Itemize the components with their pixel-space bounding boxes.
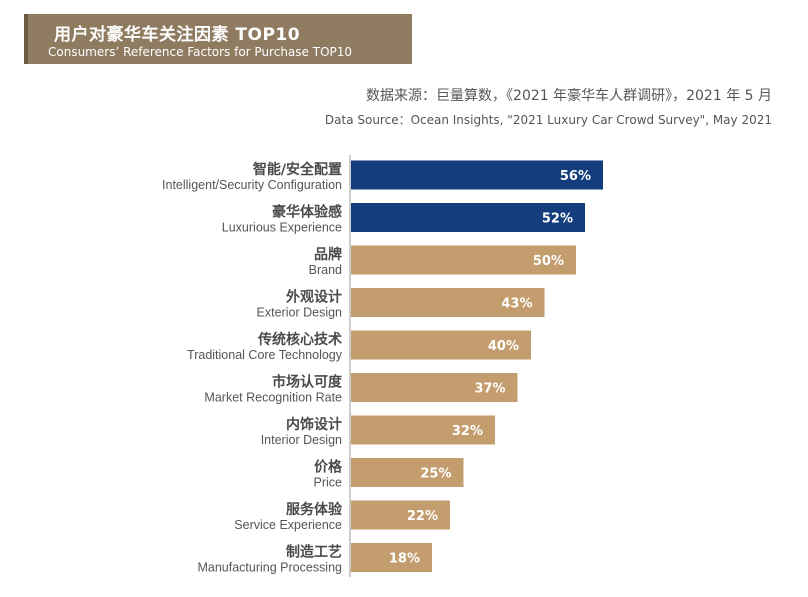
bar (351, 543, 432, 572)
category-label-en: Brand (309, 263, 342, 277)
chart-title: 用户对豪华车关注因素 TOP10 (54, 25, 301, 45)
bar (351, 245, 576, 275)
bar-value-label: 50% (533, 254, 564, 269)
bar-value-label: 32% (452, 424, 483, 439)
category-label-en: Market Recognition Rate (204, 391, 342, 405)
category-label-cn: 价格 (314, 459, 343, 476)
bar (351, 458, 464, 487)
chart-subtitle: Consumers’ Reference Factors for Purchas… (48, 45, 353, 59)
category-label-en: Interior Design (261, 433, 342, 447)
category-label-en: Traditional Core Technology (187, 348, 343, 362)
category-label-en: Price (314, 476, 343, 490)
bar-value-label: 43% (501, 297, 532, 312)
category-label-cn: 内饰设计 (286, 416, 342, 433)
bar (351, 160, 603, 190)
bar-value-label: 40% (488, 339, 519, 354)
category-label-cn: 外观设计 (286, 289, 342, 306)
bar (351, 373, 518, 402)
bar (351, 330, 531, 360)
bar (351, 288, 545, 317)
bar-value-label: 22% (407, 509, 438, 524)
header-banner: 用户对豪华车关注因素 TOP10 Consumers’ Reference Fa… (24, 14, 412, 64)
category-label-cn: 制造工艺 (286, 544, 342, 561)
bar (351, 203, 585, 232)
bar (351, 500, 450, 530)
category-label-cn: 服务体验 (286, 501, 343, 518)
data-source-en: Data Source：Ocean Insights, "2021 Luxury… (324, 113, 772, 127)
category-label-en: Manufacturing Processing (197, 561, 342, 575)
category-label-cn: 市场认可度 (272, 374, 343, 391)
category-label-en: Exterior Design (257, 306, 342, 320)
data-source-cn: 数据来源：巨量算数，《2021 年豪华车人群调研》，2021 年 5 月 (366, 88, 772, 104)
bar-value-label: 18% (389, 552, 420, 567)
category-label-cn: 智能/安全配置 (252, 161, 342, 178)
category-label-en: Intelligent/Security Configuration (162, 178, 342, 192)
bar-value-label: 56% (560, 169, 591, 184)
bar-value-label: 25% (420, 467, 451, 482)
bar-value-label: 37% (474, 382, 505, 397)
category-label-cn: 传统核心技术 (257, 331, 342, 348)
category-label-cn: 豪华体验感 (272, 204, 342, 221)
bar-value-label: 52% (542, 212, 573, 227)
category-label-en: Luxurious Experience (222, 221, 342, 235)
category-label-en: Service Experience (234, 518, 342, 532)
category-label-cn: 品牌 (314, 246, 342, 263)
bar (351, 415, 495, 445)
